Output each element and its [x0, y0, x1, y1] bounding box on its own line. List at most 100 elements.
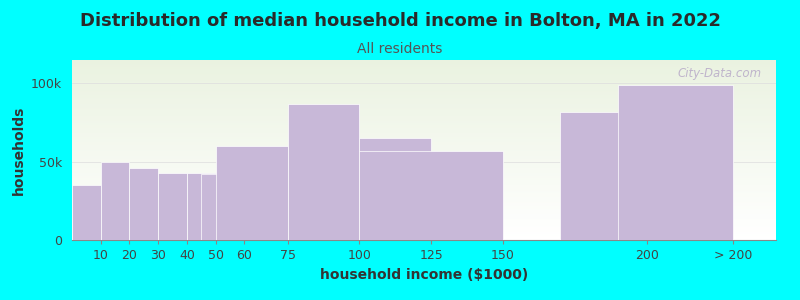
Bar	[72, 100, 776, 101]
Bar	[72, 197, 776, 198]
Bar	[72, 225, 776, 226]
Bar	[72, 191, 776, 192]
Text: City-Data.com: City-Data.com	[678, 67, 762, 80]
Bar	[72, 143, 776, 144]
Bar	[72, 164, 776, 165]
Bar	[72, 176, 776, 177]
Bar	[72, 112, 776, 113]
X-axis label: household income ($1000): household income ($1000)	[320, 268, 528, 282]
Bar	[72, 81, 776, 82]
Bar	[72, 181, 776, 182]
Bar	[72, 133, 776, 134]
Bar	[72, 73, 776, 74]
Bar	[72, 82, 776, 83]
Bar	[72, 71, 776, 72]
Bar	[72, 122, 776, 123]
Bar	[72, 208, 776, 209]
Bar	[72, 174, 776, 175]
Bar	[72, 168, 776, 169]
Bar	[72, 60, 776, 61]
Bar	[72, 219, 776, 220]
Bar	[72, 96, 776, 97]
Text: Distribution of median household income in Bolton, MA in 2022: Distribution of median household income …	[79, 12, 721, 30]
Bar	[72, 193, 776, 194]
Bar	[72, 171, 776, 172]
Bar	[72, 128, 776, 129]
Bar	[72, 217, 776, 218]
Bar	[72, 104, 776, 105]
Bar	[618, 85, 733, 240]
Bar	[72, 210, 776, 211]
Bar	[72, 195, 776, 196]
Bar	[187, 173, 216, 240]
Bar	[72, 238, 776, 239]
Bar	[287, 104, 359, 240]
Bar	[72, 223, 776, 224]
Bar	[72, 87, 776, 88]
Bar	[72, 204, 776, 205]
Bar	[72, 116, 776, 117]
Bar	[72, 69, 776, 70]
Bar	[72, 175, 776, 176]
Bar	[72, 111, 776, 112]
Bar	[72, 224, 776, 225]
Bar	[72, 144, 776, 145]
Bar	[72, 101, 776, 102]
Bar	[72, 186, 776, 187]
Bar	[72, 135, 776, 136]
Bar	[72, 117, 776, 118]
Bar	[101, 162, 130, 240]
Bar	[72, 196, 776, 197]
Bar	[72, 183, 776, 184]
Bar	[72, 65, 776, 66]
Bar	[72, 232, 776, 233]
Bar	[72, 118, 776, 119]
Bar	[216, 146, 287, 240]
Bar	[72, 129, 776, 130]
Bar	[72, 86, 776, 87]
Bar	[72, 67, 776, 68]
Bar	[72, 145, 776, 146]
Bar	[72, 132, 776, 133]
Bar	[72, 91, 776, 92]
Bar	[72, 119, 776, 120]
Y-axis label: households: households	[11, 105, 26, 195]
Bar	[72, 153, 776, 154]
Bar	[72, 198, 776, 199]
Bar	[72, 124, 776, 125]
Bar	[72, 179, 776, 180]
Bar	[72, 64, 776, 65]
Bar	[72, 190, 776, 191]
Bar	[72, 100, 776, 101]
Bar	[72, 120, 776, 121]
Bar	[72, 173, 776, 174]
Bar	[72, 166, 776, 167]
Bar	[72, 180, 776, 181]
Bar	[72, 206, 776, 207]
Bar	[72, 131, 776, 132]
Bar	[72, 88, 776, 89]
Bar	[72, 72, 776, 73]
Bar	[72, 114, 776, 115]
Bar	[72, 141, 776, 142]
Bar	[72, 118, 776, 119]
Bar	[72, 89, 776, 90]
Bar	[72, 68, 776, 69]
Bar	[72, 90, 776, 91]
Bar	[72, 105, 776, 106]
Bar	[72, 63, 776, 64]
Bar	[72, 74, 776, 75]
Bar	[72, 77, 776, 78]
Bar	[72, 230, 776, 231]
Bar	[72, 150, 776, 151]
Bar	[72, 205, 776, 206]
Bar	[72, 194, 776, 195]
Bar	[72, 130, 776, 131]
Bar	[72, 70, 776, 71]
Bar	[72, 66, 776, 67]
Bar	[72, 159, 776, 160]
Bar	[72, 154, 776, 155]
Bar	[72, 121, 776, 122]
Bar	[72, 84, 776, 85]
Bar	[72, 222, 776, 223]
